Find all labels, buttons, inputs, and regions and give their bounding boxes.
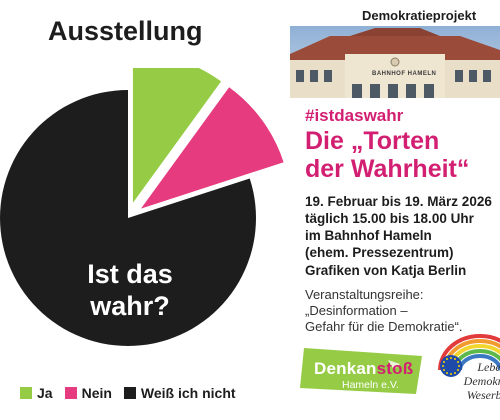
leben-line1: Leben [477, 360, 500, 374]
legend-label-nein: Nein [81, 385, 112, 401]
rainbow-arc-icon [438, 334, 500, 377]
station-photo: BAHNHOF HAMELN [290, 26, 500, 98]
hashtag: #istdaswahr [305, 106, 404, 125]
denkanstoss-logo-text: Denkanstoß [314, 359, 413, 379]
pie-slice-nein [140, 87, 284, 209]
event-place: im Bahnhof Hameln [305, 228, 432, 243]
denkanstoss-logo-main: Denkan [314, 359, 377, 378]
denkanstoss-logo: Denkanstoß Hameln e.V. [300, 342, 425, 398]
event-dates: 19. Februar bis 19. März 2026 [305, 194, 492, 209]
photo-sign-text: BAHNHOF HAMELN [372, 71, 437, 77]
graphics-credit: Grafiken von Katja Berlin [305, 263, 467, 278]
pie-slice-ja [132, 52, 222, 203]
legend-label-ja: Ja [37, 385, 53, 401]
project-label: Demokratieprojekt [362, 8, 477, 23]
station-building-image [290, 26, 500, 98]
pie-chart [0, 52, 300, 368]
headline-line1: Die „Torten [305, 127, 440, 155]
leben-demokratie-logo: Leben Demokratie Weserberg [436, 330, 500, 414]
legend-swatch-nein [64, 387, 77, 399]
denkanstoss-logo-sub: Hameln e.V. [342, 379, 399, 391]
pie-slice-weiß-ich-nicht [0, 90, 256, 346]
series-line2: „Desinformation – [305, 303, 408, 318]
event-details: 19. Februar bis 19. März 2026 täglich 15… [305, 193, 500, 261]
leben-line2: Demokratie [463, 374, 500, 388]
chart-legend: Ja Nein Weiß ich nicht [20, 385, 248, 401]
headline-line2: der Wahrheit“ [305, 155, 470, 183]
pie-text-line1: Ist das [87, 259, 173, 289]
pie-center-text: Ist das wahr? [55, 258, 205, 322]
event-place-note: (ehem. Pressezentrum) [305, 245, 454, 260]
series-line3: Gefahr für die Demokratie“. [305, 319, 463, 334]
exhibition-title: Ausstellung [48, 16, 203, 46]
leben-line3: Weserberg [466, 388, 500, 402]
legend-swatch-ja [20, 387, 32, 399]
legend-item-weiss: Weiß ich nicht [123, 385, 236, 401]
event-series: Veranstaltungsreihe: „Desinformation – G… [305, 287, 500, 335]
leben-demokratie-text: Leben Demokratie Weserberg [452, 360, 500, 402]
pie-chart-svg [0, 52, 284, 346]
legend-label-weiss: Weiß ich nicht [140, 385, 236, 401]
denkanstoss-logo-accent: stoß [376, 359, 414, 378]
legend-item-ja: Ja [20, 385, 53, 401]
legend-item-nein: Nein [64, 385, 112, 401]
event-hours: täglich 15.00 bis 18.00 Uhr [305, 211, 474, 226]
series-line1: Veranstaltungsreihe: [305, 287, 424, 302]
headline: Die „Torten der Wahrheit“ [305, 127, 500, 183]
legend-swatch-weiss [123, 387, 136, 399]
pie-text-line2: wahr? [90, 291, 170, 321]
denkanstoss-logo-shape [300, 348, 422, 394]
